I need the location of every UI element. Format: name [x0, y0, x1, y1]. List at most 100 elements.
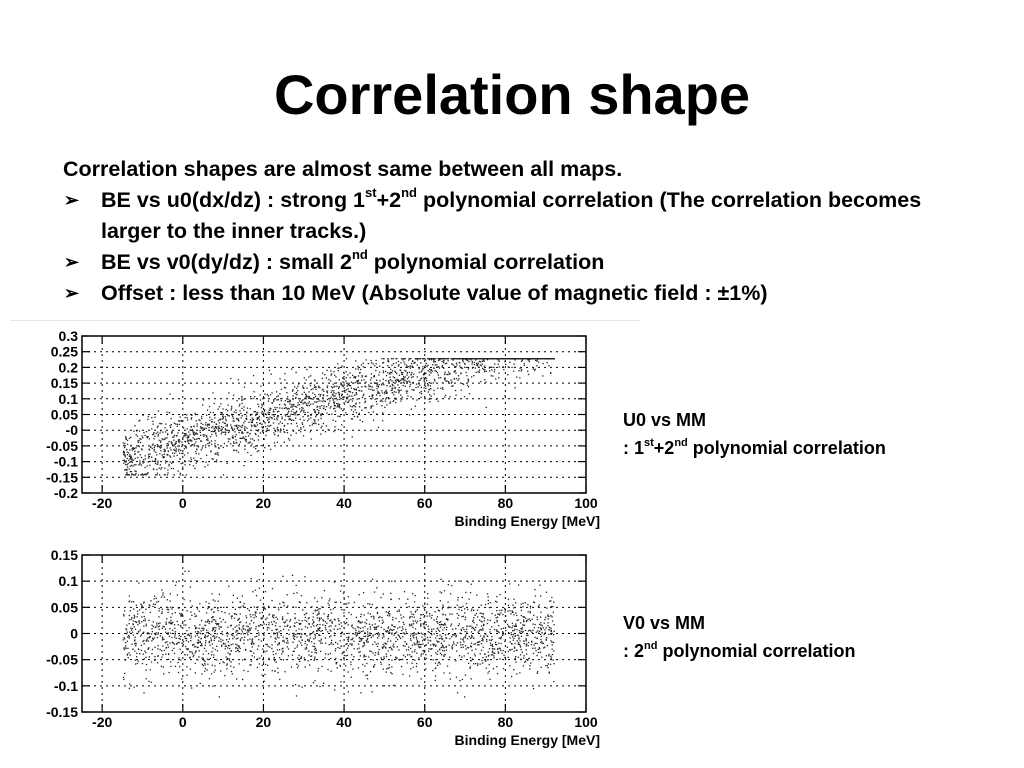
data-point: [523, 362, 525, 365]
data-point: [337, 643, 339, 645]
data-point: [389, 632, 391, 634]
data-point: [346, 389, 348, 391]
data-point: [529, 612, 531, 614]
data-point: [226, 425, 228, 427]
data-point: [128, 474, 130, 476]
data-point: [259, 399, 262, 401]
data-point: [252, 591, 254, 593]
data-point: [396, 646, 398, 648]
data-point: [204, 636, 206, 638]
data-point: [498, 358, 500, 360]
data-point: [439, 648, 441, 650]
data-point: [480, 643, 483, 645]
data-point: [149, 453, 151, 455]
data-point: [314, 637, 316, 639]
data-point: [445, 646, 447, 648]
data-point: [405, 631, 407, 633]
data-point: [139, 462, 141, 464]
data-point: [382, 607, 384, 609]
data-point: [296, 410, 298, 412]
data-point: [129, 631, 131, 633]
data-point: [131, 474, 133, 476]
data-point: [444, 614, 447, 616]
data-point: [337, 403, 339, 405]
data-point: [328, 644, 330, 646]
data-point: [549, 663, 552, 665]
data-point: [461, 596, 463, 599]
data-point: [246, 632, 248, 634]
data-point: [247, 608, 249, 610]
data-point: [145, 656, 147, 658]
data-point: [445, 637, 447, 639]
data-point: [287, 605, 289, 607]
data-point: [210, 451, 212, 453]
data-point: [422, 639, 424, 642]
data-point: [263, 637, 265, 640]
data-point: [401, 373, 404, 376]
data-point: [520, 360, 523, 362]
data-point: [247, 634, 249, 636]
data-point: [131, 631, 134, 633]
data-point: [452, 385, 454, 387]
data-point: [455, 362, 458, 364]
data-point: [123, 459, 125, 461]
data-point: [286, 640, 289, 642]
data-point: [144, 434, 146, 437]
data-point: [420, 371, 422, 373]
data-point: [338, 394, 340, 396]
data-point: [391, 632, 393, 634]
data-point: [170, 606, 172, 608]
data-point: [391, 364, 393, 366]
data-point: [310, 403, 312, 405]
data-point: [388, 647, 391, 649]
data-point: [387, 612, 389, 614]
data-point: [161, 627, 163, 629]
data-point: [168, 465, 170, 467]
data-point: [468, 358, 470, 360]
data-point: [143, 692, 145, 694]
data-point: [244, 439, 247, 441]
data-point: [266, 617, 268, 619]
data-point: [210, 440, 213, 442]
data-point: [273, 606, 275, 608]
data-point: [304, 397, 306, 399]
data-point: [377, 637, 379, 639]
data-point: [294, 412, 296, 414]
data-point: [434, 364, 436, 366]
data-point: [327, 617, 329, 620]
data-point: [313, 648, 316, 650]
data-point: [265, 618, 267, 620]
data-point: [157, 600, 160, 603]
data-point: [138, 464, 140, 466]
data-point: [473, 375, 475, 377]
data-point: [312, 398, 314, 400]
data-point: [189, 586, 192, 588]
data-point: [402, 359, 404, 361]
data-point: [367, 628, 369, 630]
data-point: [493, 366, 495, 369]
data-point: [230, 670, 233, 673]
data-point: [123, 453, 125, 455]
data-point: [427, 639, 429, 641]
data-point: [369, 634, 371, 636]
data-point: [366, 662, 368, 665]
data-point: [302, 385, 304, 387]
data-point: [348, 385, 351, 387]
data-point: [491, 626, 493, 628]
data-point: [208, 678, 211, 680]
data-point: [517, 634, 519, 636]
data-point: [309, 637, 311, 639]
data-point: [489, 631, 491, 633]
data-point: [210, 430, 212, 433]
data-point: [141, 621, 143, 623]
data-point: [398, 390, 400, 392]
data-point: [498, 359, 500, 361]
data-point: [283, 641, 285, 643]
data-point: [301, 620, 303, 622]
data-point: [318, 412, 320, 415]
data-point: [231, 428, 233, 430]
data-point: [409, 654, 411, 656]
data-point: [292, 408, 294, 410]
data-point: [250, 627, 252, 629]
data-point: [433, 619, 435, 621]
